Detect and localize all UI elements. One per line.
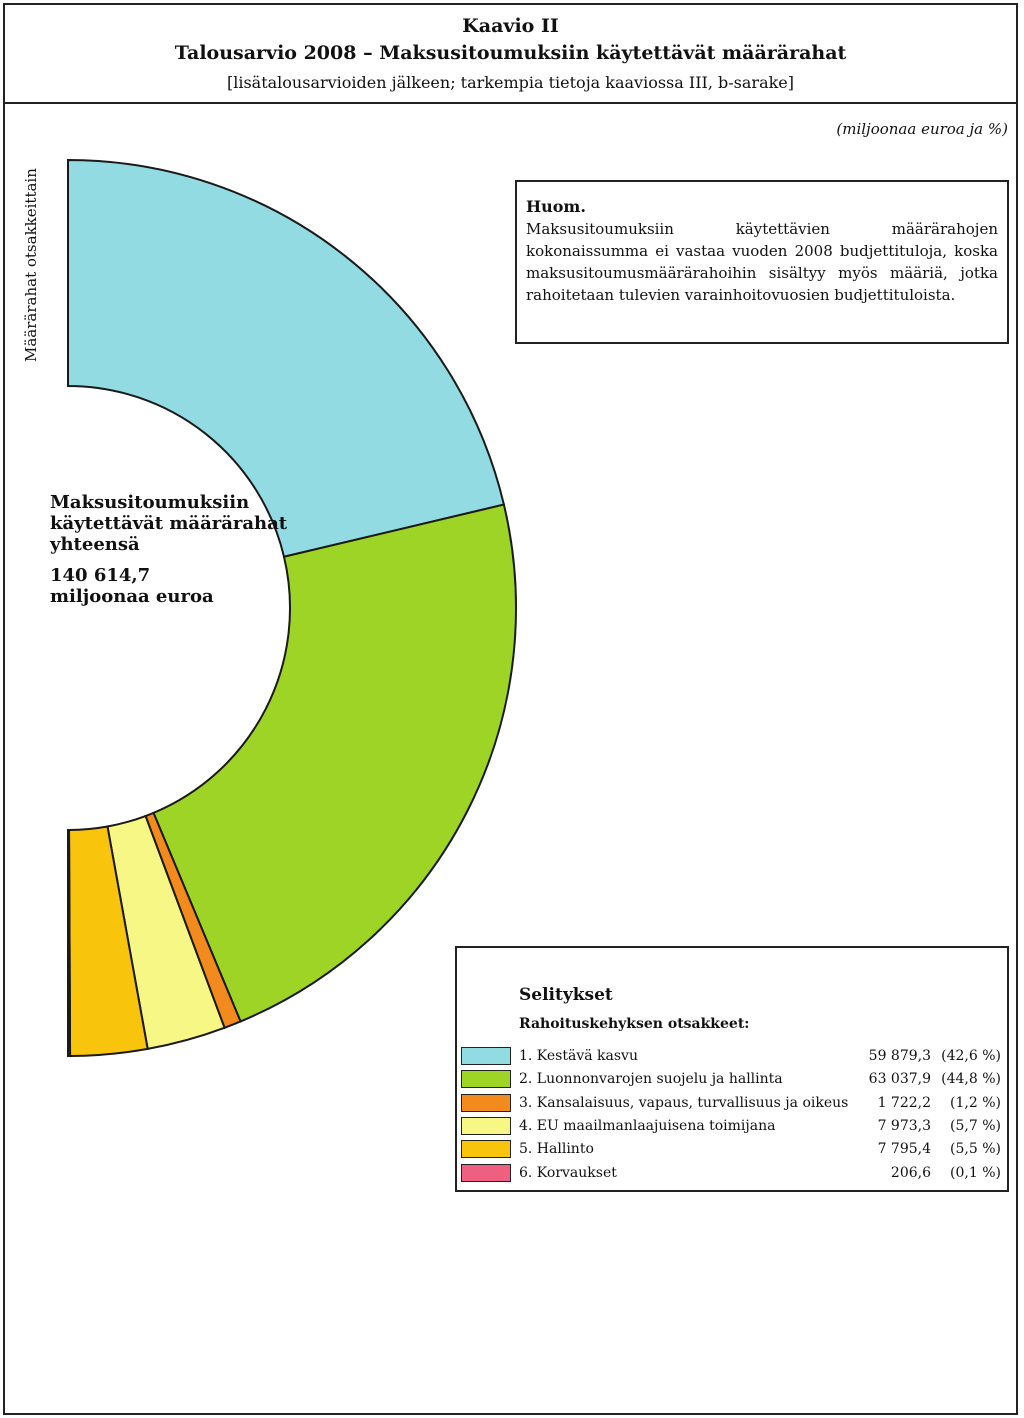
legend-subtitle: Rahoituskehyksen otsakkeet: [519, 1016, 750, 1032]
legend-label-1: 1. Kestävä kasvu [519, 1048, 638, 1064]
figure-bracket-note: [lisätalousarvioiden jälkeen; tarkempia … [226, 73, 795, 92]
chart-slice-2 [152, 503, 517, 1023]
legend-swatch-3 [461, 1093, 511, 1112]
legend-label-3: 3. Kansalaisuus, vapaus, turvallisuus ja… [519, 1094, 849, 1111]
figure-title: Kaavio II [462, 15, 559, 37]
note-text: Maksusitoumuksiin käytettävien määräraho… [526, 220, 998, 304]
note-title: Huom. [526, 197, 586, 216]
legend-row-3: 3. Kansalaisuus, vapaus, turvallisuus ja… [461, 1093, 1005, 1115]
legend-percent-6: (0,1 %) [950, 1164, 1001, 1181]
chart-slice-1 [67, 158, 506, 558]
legend-title: Selitykset [519, 985, 613, 1005]
legend-row-4: 4. EU maailmanlaajuisena toimijana 7 973,… [461, 1116, 1005, 1138]
legend-value-2: 63 037,9 [868, 1071, 931, 1088]
legend-label-6: 6. Korvaukset [519, 1164, 617, 1181]
chart-slice-6 [67, 828, 72, 1058]
chart-center-label: Maksusitoumuksiin käytettävät määrärahat… [50, 492, 290, 607]
legend-row-6: 6. Korvaukset 206,6 (0,1 %) [461, 1163, 1005, 1185]
legend-percent-3: (1,2 %) [950, 1094, 1001, 1111]
legend-row-2: 2. Luonnonvarojen suojelu ja hallinta 63 … [461, 1069, 1005, 1091]
legend-percent-1: (42,6 %) [941, 1048, 1001, 1064]
units-label: (miljoonaa euroa ja %) [836, 120, 1008, 138]
figure-subtitle: Talousarvio 2008 – Maksusitoumuksiin käy… [174, 42, 847, 64]
center-label-line2: käytettävät määrärahat [50, 513, 288, 534]
legend-label-2: 2. Luonnonvarojen suojelu ja hallinta [519, 1071, 783, 1088]
center-total-line2: miljoonaa euroa [50, 586, 214, 607]
figure-frame [3, 3, 1018, 1415]
legend-box: Selitykset Rahoituskehyksen otsakkeet: 1… [455, 946, 1009, 1192]
legend-swatch-5 [461, 1140, 511, 1159]
figure-header: Kaavio II Talousarvio 2008 – Maksusitoum… [3, 3, 1018, 104]
legend-value-4: 7 973,3 [877, 1117, 931, 1134]
legend-row-5: 5. Hallinto 7 795,4 (5,5 %) [461, 1139, 1005, 1161]
legend-swatch-2 [461, 1070, 511, 1089]
legend-swatch-6 [461, 1163, 511, 1182]
center-total-line1: 140 614,7 [50, 565, 151, 586]
legend-label-5: 5. Hallinto [519, 1141, 594, 1158]
center-label-line1: Maksusitoumuksiin [50, 492, 250, 513]
legend-percent-2: (44,8 %) [941, 1071, 1001, 1088]
legend-percent-4: (5,7 %) [950, 1117, 1001, 1134]
legend-swatch-1 [461, 1047, 511, 1065]
legend-swatch-4 [461, 1116, 511, 1135]
legend-value-5: 7 795,4 [877, 1141, 931, 1158]
note-box: Huom. Maksusitoumuksiin käytettävien mää… [515, 180, 1009, 344]
legend-value-6: 206,6 [890, 1164, 931, 1181]
center-label-line3: yhteensä [50, 534, 140, 555]
legend-value-1: 59 879,3 [868, 1048, 931, 1064]
legend-percent-5: (5,5 %) [950, 1141, 1001, 1158]
legend-label-4: 4. EU maailmanlaajuisena toimijana [519, 1117, 776, 1134]
legend-value-3: 1 722,2 [877, 1094, 931, 1111]
legend-row-1: 1. Kestävä kasvu 59 879,3 (42,6 %) [461, 1046, 1005, 1068]
